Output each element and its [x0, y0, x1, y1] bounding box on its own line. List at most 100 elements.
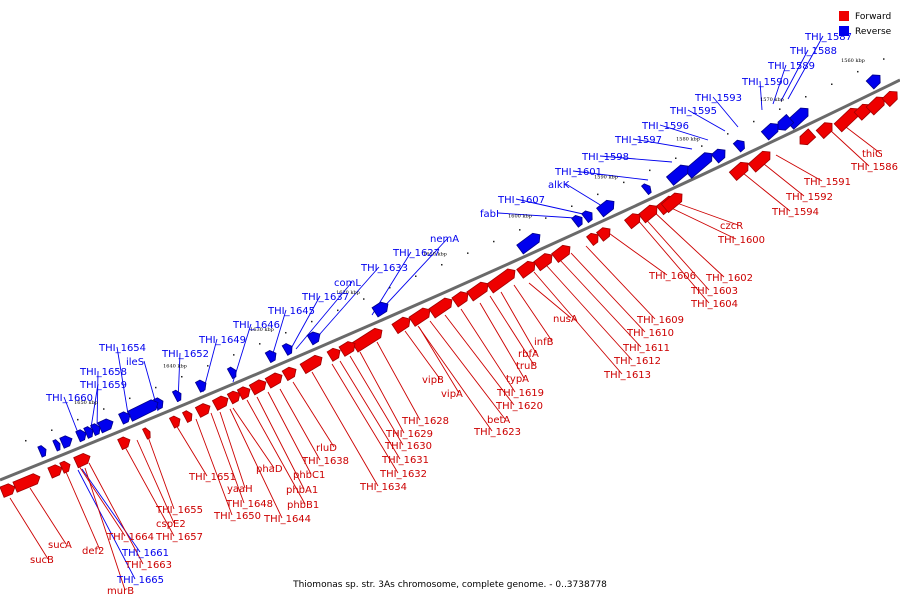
- reverse-gene-25: [83, 426, 94, 439]
- label-leader: [417, 325, 493, 432]
- minor-tick: [25, 439, 27, 442]
- minor-tick: [727, 133, 729, 135]
- minor-tick: [883, 58, 885, 60]
- reverse-gene-20: [153, 397, 164, 411]
- label-leader: [77, 469, 136, 580]
- minor-tick: [545, 217, 547, 219]
- gene-label: THI_1606: [648, 271, 696, 282]
- gene-label: THI_1604: [690, 299, 738, 310]
- forward-gene-5: [799, 128, 817, 146]
- kbp-tick-label: 1560 kbp: [841, 58, 865, 64]
- reverse-gene-12: [516, 232, 541, 255]
- gene-label: cspE2: [156, 519, 186, 530]
- reverse-gene-6: [683, 152, 713, 179]
- minor-tick: [389, 286, 391, 289]
- reverse-gene-10: [581, 210, 593, 224]
- reverse-gene-18: [194, 379, 207, 393]
- reverse-gene-21: [127, 399, 159, 422]
- label-leader: [359, 351, 405, 434]
- label-leader: [515, 198, 584, 215]
- label-leader: [687, 109, 726, 132]
- label-leader: [311, 266, 380, 344]
- minor-tick: [701, 145, 703, 147]
- gene-label: THI_1596: [641, 121, 689, 132]
- gene-label: nusA: [553, 314, 578, 325]
- genome-caption: Thiomonas sp. str. 3As chromosome, compl…: [292, 580, 607, 590]
- gene-label: THI_1631: [381, 455, 429, 466]
- label-leader: [546, 265, 633, 361]
- chromosome-backbone: [0, 78, 900, 482]
- kbp-tick-label: 1630 kbp: [250, 327, 274, 333]
- gene-label: THI_1627: [392, 248, 440, 259]
- gene-label: comL: [334, 278, 361, 289]
- reverse-gene-11: [571, 215, 583, 228]
- label-leader: [349, 355, 404, 446]
- minor-tick: [467, 252, 469, 254]
- forward-gene-11: [596, 227, 611, 242]
- label-leader: [599, 155, 673, 163]
- forward-gene-4: [815, 122, 833, 140]
- forward-gene-31: [211, 395, 229, 411]
- gene-label: THI_1612: [613, 356, 661, 367]
- gene-label: betA: [487, 415, 510, 426]
- kbp-tick-label: 1600 kbp: [508, 214, 532, 220]
- label-leader: [339, 360, 401, 460]
- gene-label: THI_1595: [669, 106, 717, 117]
- gene-label: THI_1630: [384, 441, 432, 452]
- gene-label: rluD: [316, 443, 337, 454]
- gene-label: rbfA: [518, 349, 539, 360]
- label-leader: [123, 444, 175, 537]
- gene-label: THI_1603: [690, 286, 738, 297]
- legend: Forward Reverse: [839, 11, 892, 37]
- label-leader: [642, 215, 710, 291]
- gene-label: THI_1655: [155, 505, 203, 516]
- reverse-gene-28: [52, 439, 61, 452]
- label-leader: [651, 209, 725, 278]
- minor-tick: [285, 331, 287, 334]
- reverse-gene-2: [777, 113, 795, 131]
- label-leader: [331, 363, 399, 474]
- label-leader: [219, 411, 246, 489]
- minor-tick: [649, 169, 651, 172]
- gene-label: THI_1601: [554, 167, 602, 178]
- gene-label: THI_1661: [121, 548, 169, 559]
- minor-tick: [831, 83, 833, 85]
- label-leader: [659, 124, 709, 141]
- kbp-tick-label: 1590 kbp: [594, 175, 618, 181]
- label-leader: [780, 49, 809, 102]
- gene-label: THI_1590: [741, 77, 789, 88]
- label-leader: [136, 439, 175, 524]
- label-leader: [460, 308, 516, 393]
- reverse-gene-4: [732, 139, 745, 153]
- gene-label: THI_1611: [622, 343, 670, 354]
- forward-gene-26: [281, 366, 297, 382]
- label-leader: [287, 295, 321, 355]
- forward-gene-24: [326, 347, 341, 362]
- gene-label: THI_1649: [198, 335, 246, 346]
- label-leader: [96, 370, 99, 431]
- minor-tick: [155, 386, 157, 389]
- label-leader: [775, 154, 823, 182]
- label-leader: [572, 170, 649, 181]
- reverse-gene-7: [665, 164, 689, 186]
- forward-gene-35: [142, 427, 151, 440]
- label-leader: [737, 168, 791, 212]
- label-leader: [489, 295, 535, 366]
- gene-label: THI_1660: [45, 393, 93, 404]
- minor-tick: [675, 157, 677, 159]
- reverse-gene-23: [97, 418, 114, 434]
- label-leader: [65, 471, 101, 551]
- label-leader: [78, 465, 126, 537]
- forward-gene-42: [660, 192, 683, 214]
- forward-gene-3: [881, 90, 898, 108]
- gene-label: THI_1633: [360, 263, 408, 274]
- gene-label: ileS: [126, 357, 144, 368]
- gene-label: THI_1594: [771, 207, 819, 218]
- kbp-tick-label: 1640 kbp: [163, 364, 187, 370]
- label-leader: [500, 291, 537, 354]
- minor-tick: [441, 263, 443, 266]
- reverse-gene-0: [865, 74, 881, 90]
- label-leader: [279, 388, 321, 461]
- reverse-gene-8: [640, 183, 652, 196]
- legend-swatch-forward: [839, 11, 849, 21]
